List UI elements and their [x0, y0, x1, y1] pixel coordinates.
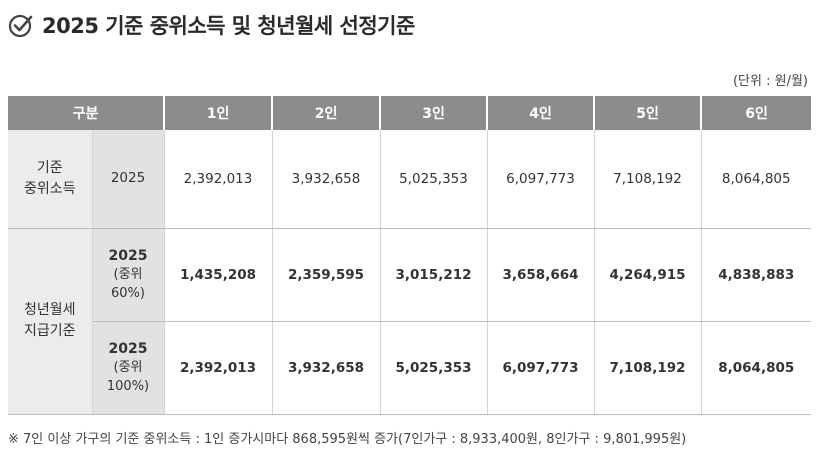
- category-label-line2: 중위소득: [23, 180, 76, 197]
- sub-pct-line2: 100%): [106, 378, 150, 394]
- sub-criteria-60: 2025 (중위 60%): [92, 228, 165, 322]
- header-3person: 3인: [380, 96, 489, 130]
- table-cell: 7,108,192: [594, 321, 702, 415]
- header-row: 구분 1인 2인 3인 4인 5인 6인: [8, 96, 812, 130]
- title-block: 2025 기준 중위소득 및 청년월세 선정기준: [8, 8, 415, 42]
- table-row-median-income: 기준 중위소득 2025 2,392,013 3,932,658 5,025,3…: [8, 130, 812, 229]
- sub-pct-line2: 60%): [111, 285, 145, 301]
- sub-year: 2025: [108, 340, 148, 357]
- table-cell: 7,108,192: [594, 130, 702, 229]
- category-label-line2: 지급기준: [23, 323, 76, 339]
- table-cell: 6,097,773: [487, 130, 595, 229]
- category-label-line1: 기준: [36, 159, 63, 176]
- table-cell: 8,064,805: [701, 321, 812, 415]
- table-cell: 2,392,013: [164, 130, 273, 229]
- table-cell: 5,025,353: [380, 130, 488, 229]
- table-row-support-100: 2025 (중위 100%) 2,392,013 3,932,658 5,025…: [8, 321, 812, 415]
- criteria-table: 구분 1인 2인 3인 4인 5인 6인 기준 중위소득 2025 2,392,…: [8, 96, 812, 415]
- table-cell: 3,015,212: [380, 228, 488, 322]
- sub-criteria-100: 2025 (중위 100%): [92, 321, 165, 415]
- table-cell: 1,435,208: [164, 228, 273, 322]
- header-4person: 4인: [487, 96, 596, 130]
- page-title: 2025 기준 중위소득 및 청년월세 선정기준: [42, 14, 415, 38]
- sub-year: 2025: [108, 247, 148, 264]
- header-6person: 6인: [701, 96, 812, 130]
- header-5person: 5인: [594, 96, 703, 130]
- sub-year-cell: 2025: [92, 130, 165, 229]
- header-category: 구분: [8, 96, 166, 130]
- category-median-income: 기준 중위소득: [8, 130, 93, 229]
- table-cell: 6,097,773: [487, 321, 595, 415]
- category-rent-support: 청년월세 지급기준: [8, 228, 93, 415]
- footnote: ※ 7인 이상 가구의 기준 중위소득 : 1인 증가시마다 868,595원씩…: [8, 432, 687, 447]
- unit-label: (단위 : 원/월): [732, 74, 808, 89]
- table-row-support-60: 청년월세 지급기준 2025 (중위 60%) 1,435,208 2,359,…: [8, 228, 812, 415]
- header-1person: 1인: [164, 96, 274, 130]
- table-cell: 3,932,658: [272, 321, 381, 415]
- table-cell: 4,264,915: [594, 228, 702, 322]
- sub-pct-line1: (중위: [113, 266, 143, 282]
- table-cell: 5,025,353: [380, 321, 488, 415]
- table-cell: 8,064,805: [701, 130, 812, 229]
- table-cell: 3,932,658: [272, 130, 381, 229]
- category-label-line1: 청년월세: [23, 302, 76, 318]
- table-cell: 4,838,883: [701, 228, 812, 322]
- sub-pct-line1: (중위: [113, 359, 143, 375]
- table-cell: 2,359,595: [272, 228, 381, 322]
- check-circle-icon: [8, 14, 33, 38]
- table-cell: 3,658,664: [487, 228, 595, 322]
- header-2person: 2인: [272, 96, 382, 130]
- table-cell: 2,392,013: [164, 321, 273, 415]
